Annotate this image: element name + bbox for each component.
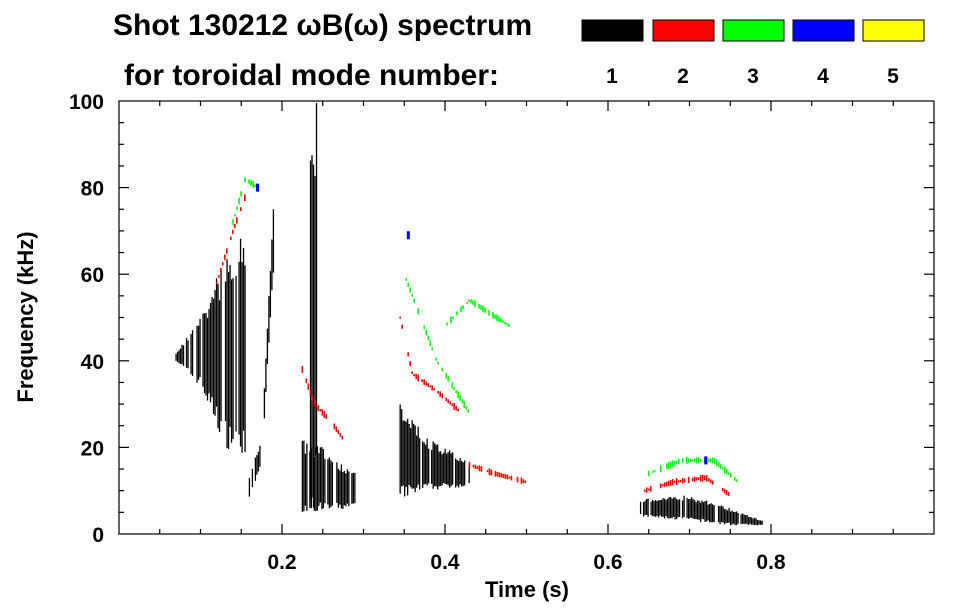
mode-2-feature xyxy=(301,366,344,440)
legend: 1 2 3 4 5 xyxy=(581,19,925,88)
legend-label-2: 2 xyxy=(677,65,689,88)
y-tick-label: 20 xyxy=(81,437,104,460)
mode-1-feature xyxy=(301,440,356,512)
y-tick-label: 60 xyxy=(81,264,104,287)
chart-title-line1: Shot 130212 ωB(ω) spectrum xyxy=(113,9,532,42)
mode-2-feature xyxy=(399,316,459,412)
mode-3-feature xyxy=(446,299,510,327)
x-tick-label: 0.6 xyxy=(593,551,622,574)
spectrogram-features xyxy=(175,103,763,526)
legend-label-4: 4 xyxy=(817,65,829,88)
x-tick-label: 0.4 xyxy=(430,551,460,574)
mode-2-feature xyxy=(468,461,527,484)
y-tick-label: 40 xyxy=(81,351,104,374)
y-axis-label: Frequency (kHz) xyxy=(13,231,38,402)
plot-frame xyxy=(118,100,935,535)
mode-3-feature xyxy=(647,456,738,482)
legend-swatch-2 xyxy=(652,19,715,42)
y-tick-label: 100 xyxy=(69,91,104,114)
axis-ticks xyxy=(119,101,934,534)
mode-1-feature xyxy=(248,209,275,497)
mode-3-feature xyxy=(232,177,256,226)
x-axis-label: Time (s) xyxy=(485,577,569,602)
legend-swatch-4 xyxy=(792,19,855,42)
legend-label-3: 3 xyxy=(747,65,759,88)
mode-4-feature xyxy=(256,183,708,465)
spectral-point xyxy=(704,456,708,465)
legend-swatch-1 xyxy=(581,19,644,42)
mode-1-feature xyxy=(639,495,763,526)
spectral-point xyxy=(256,183,260,192)
x-tick-label: 0.8 xyxy=(756,551,786,574)
mode-1-feature xyxy=(309,103,318,508)
legend-label-1: 1 xyxy=(606,65,618,88)
x-tick-label: 0.2 xyxy=(267,551,296,574)
legend-label-5: 5 xyxy=(887,65,899,88)
mode-3-feature xyxy=(405,278,470,413)
tick-labels: 0.2 0.4 0.6 0.8 0 20 40 60 80 100 xyxy=(69,91,786,574)
mode-2-feature xyxy=(216,194,246,285)
chart-title-line2: for toroidal mode number: xyxy=(124,59,499,92)
spectral-point xyxy=(406,231,410,240)
y-tick-label: 0 xyxy=(92,524,104,547)
legend-swatch-5 xyxy=(862,19,925,42)
legend-swatch-3 xyxy=(722,19,785,42)
mode-2-feature xyxy=(643,474,730,496)
y-tick-label: 80 xyxy=(81,178,104,201)
mode-1-feature xyxy=(399,404,470,497)
mode-1-feature xyxy=(175,238,246,453)
